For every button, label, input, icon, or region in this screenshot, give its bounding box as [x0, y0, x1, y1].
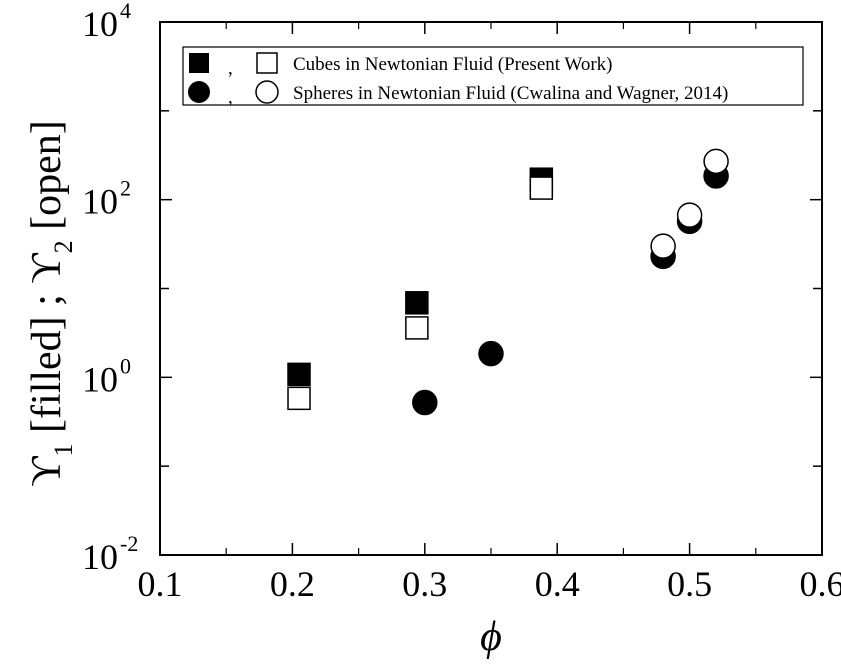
- filled-circle-point: [412, 389, 438, 416]
- legend-filled-circle-marker: [188, 81, 210, 103]
- x-tick-label: 0.4: [535, 564, 580, 604]
- x-tick-label: 0.1: [138, 564, 183, 604]
- filled-square-point: [287, 362, 311, 387]
- y-tick-label: 100: [82, 353, 131, 399]
- legend-label: Spheres in Newtonian Fluid (Cwalina and …: [293, 83, 728, 104]
- x-axis-title: ϕ: [480, 614, 502, 660]
- x-tick-label: 0.2: [270, 564, 315, 604]
- y-tick-exponent: -2: [120, 531, 138, 556]
- x-tick-labels: 0.1 0.2 0.3 0.4 0.5 0.6: [138, 564, 841, 604]
- major-ticks: [159, 21, 823, 556]
- axis-titles: ϕ ϒ1 [filled] ; ϒ2 [open]: [24, 120, 502, 660]
- data-points: [287, 148, 729, 416]
- open-circle-point: [676, 202, 703, 228]
- y-title-filled-text: [filled] ;: [24, 284, 70, 444]
- open-circle-point: [650, 233, 676, 259]
- y-tick-base: 10: [82, 359, 118, 399]
- filled-square-point: [405, 291, 429, 315]
- x-tick-label: 0.6: [800, 564, 841, 604]
- y-tick-base: 10: [82, 182, 118, 222]
- open-square-point: [405, 316, 429, 340]
- open-circle-point: [703, 148, 729, 175]
- y-title-subscript-1: 1: [49, 443, 78, 456]
- open-square-point: [287, 386, 311, 411]
- y-title-subscript-2: 2: [49, 240, 78, 253]
- legend-separator: ,: [228, 58, 233, 79]
- legend-open-square-marker: [256, 52, 278, 74]
- y-tick-label: 102: [82, 176, 131, 222]
- x-tick-label: 0.5: [667, 564, 712, 604]
- minor-ticks: [225, 22, 757, 555]
- y-tick-base: 10: [82, 4, 118, 44]
- legend-open-circle-marker: [255, 80, 279, 104]
- y-tick-exponent: 0: [120, 353, 131, 378]
- legend-box: [182, 46, 804, 106]
- y-title-symbol-2: ϒ: [24, 253, 70, 284]
- y-tick-exponent: 2: [120, 176, 131, 201]
- y-title-symbol-1: ϒ: [24, 456, 70, 487]
- legend-separator: ,: [228, 87, 233, 108]
- y-tick-exponent: 4: [120, 0, 131, 23]
- legend-label: Cubes in Newtonian Fluid (Present Work): [293, 54, 613, 75]
- legend-filled-square-marker: [189, 53, 209, 73]
- y-tick-label: 10-2: [82, 531, 138, 577]
- legend: , Cubes in Newtonian Fluid (Present Work)…: [182, 46, 804, 108]
- open-square-point: [529, 176, 554, 200]
- y-tick-label: 104: [82, 0, 131, 44]
- y-axis-title: ϒ1 [filled] ; ϒ2 [open]: [24, 120, 78, 487]
- y-title-open-text: [open]: [24, 120, 70, 240]
- x-tick-label: 0.3: [402, 564, 447, 604]
- filled-circle-point: [478, 340, 504, 367]
- y-tick-base: 10: [82, 537, 118, 577]
